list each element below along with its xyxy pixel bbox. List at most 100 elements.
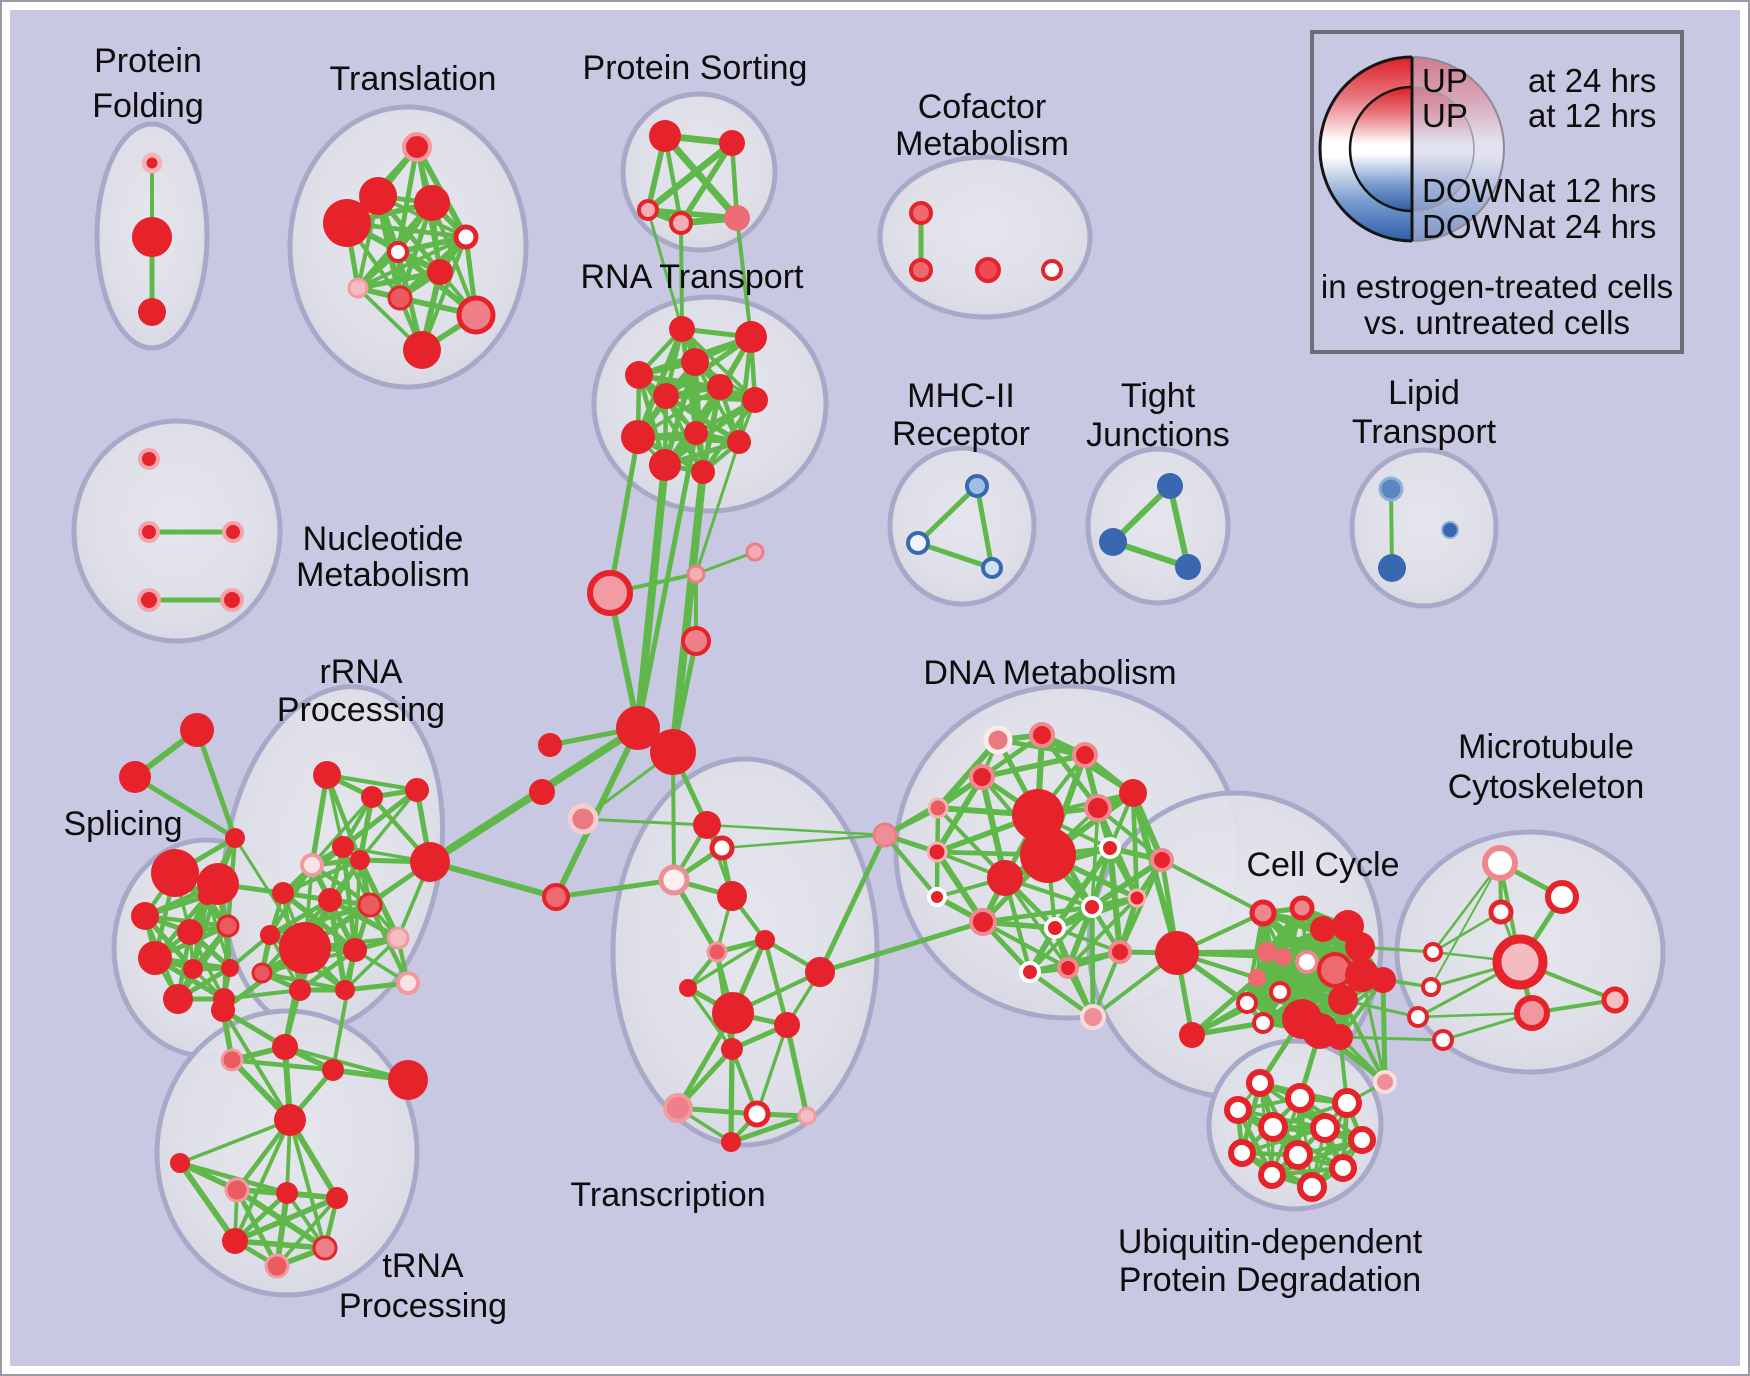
rrna-processing-node-11	[343, 938, 367, 962]
rna-transport-node-0	[669, 316, 695, 342]
rna-transport-node-8	[684, 421, 708, 445]
rna-transport-node-6	[742, 387, 768, 413]
transcription-node-1	[709, 835, 735, 861]
rrna-processing-node-14	[396, 971, 420, 995]
cell-cycle-node-7	[1257, 942, 1277, 962]
cell-cycle-node-13	[1269, 981, 1291, 1003]
legend-note-1: vs. untreated cells	[1364, 304, 1630, 341]
cell-cycle-node-9	[1295, 950, 1319, 974]
tight-junctions-node-2	[1175, 554, 1201, 580]
rrna-processing-label: Processing	[277, 691, 445, 729]
transcription-label: Transcription	[570, 1176, 765, 1214]
link-edge	[428, 790, 544, 864]
mhc-ii-receptor-label: Receptor	[892, 415, 1030, 453]
dna-metabolism-node-7	[926, 841, 948, 863]
translation-node-0	[402, 132, 432, 162]
dna-metabolism-edge	[1028, 905, 1094, 974]
tight-junctions-edge	[1167, 483, 1191, 570]
lipid-transport-node-1	[1378, 554, 1406, 582]
ubiquitin-degradation-node-4	[1258, 1112, 1288, 1142]
cell-cycle-node-0	[1155, 931, 1199, 975]
dna-metabolism-edge	[979, 752, 1088, 780]
trna-processing-node-3	[322, 1059, 344, 1081]
trunk-node-7	[529, 779, 555, 805]
link-edge	[634, 461, 669, 732]
link-edge	[694, 440, 741, 576]
ubiquitin-degradation-edge	[1269, 1137, 1365, 1178]
mhc-ii-receptor-edge	[915, 540, 995, 571]
dna-metabolism-node-18	[1108, 940, 1132, 964]
link-edge	[705, 823, 887, 837]
trunk-node-6	[538, 733, 562, 757]
dna-metabolism-edge	[882, 832, 940, 900]
dna-metabolism-node-12	[1150, 848, 1174, 872]
mhc-ii-receptor-edge	[974, 483, 995, 571]
lipid-transport-node-0	[1378, 476, 1404, 502]
trunk-node-2	[686, 564, 706, 584]
microtubule-cytoskeleton-label: Microtubule	[1458, 728, 1634, 766]
trunk-node-3	[587, 570, 633, 616]
protein-sorting-node-2	[637, 199, 659, 221]
ubiquitin-degradation-node-9	[1329, 1154, 1357, 1182]
translation-node-10	[403, 331, 441, 369]
cofactor-metabolism-node-0	[909, 201, 933, 225]
dna-metabolism-node-13	[927, 887, 947, 907]
trna-processing-edge	[288, 1118, 327, 1250]
microtubule-cytoskeleton-node-6	[1423, 942, 1443, 962]
rrna-processing-edge	[340, 787, 420, 850]
legend-time-3: at 24 hrs	[1528, 208, 1656, 245]
cell-cycle-node-1	[1179, 1022, 1205, 1048]
rrna-processing-node-7	[272, 882, 294, 904]
rrna-processing-node-17	[251, 962, 273, 984]
rrna-processing-node-13	[260, 925, 280, 945]
mhc-ii-receptor-edge	[915, 483, 980, 546]
cell-cycle-edge	[1244, 910, 1266, 1006]
dna-metabolism-node-3	[969, 764, 995, 790]
cell-cycle-node-12	[1248, 969, 1266, 987]
link-edge	[581, 817, 709, 827]
ubiquitin-degradation-label: Protein Degradation	[1119, 1261, 1421, 1299]
ubiquitin-degradation-label: Ubiquitin-dependent	[1118, 1223, 1423, 1261]
trna-processing-edge	[221, 1008, 292, 1122]
translation-node-8	[387, 285, 413, 311]
legend-inner-outline-right	[1411, 86, 1475, 212]
link-edge	[735, 216, 753, 339]
trna-processing-edge	[234, 1187, 280, 1269]
lipid-transport-label: Lipid	[1388, 374, 1460, 412]
cell-cycle-node-21	[1373, 1070, 1397, 1094]
cofactor-metabolism-node-2	[975, 257, 1001, 283]
cell-cycle-edge	[1189, 975, 1260, 1038]
trna-processing-label: tRNA	[382, 1247, 464, 1285]
rrna-processing-node-5	[350, 850, 370, 870]
dna-metabolism-node-21	[1080, 1004, 1106, 1030]
dna-metabolism-node-0	[983, 725, 1013, 755]
rrna-processing-node-4	[300, 853, 324, 877]
cell-cycle-edge	[1380, 977, 1388, 1085]
legend-time-1: at 12 hrs	[1528, 97, 1656, 134]
dna-metabolism-edge	[934, 774, 985, 855]
dna-metabolism-node-20	[1057, 957, 1079, 979]
protein-folding-node-1	[132, 217, 172, 257]
dna-metabolism-node-10	[987, 860, 1023, 896]
dna-metabolism-edge	[1090, 806, 1100, 909]
rrna-processing-node-8	[318, 888, 342, 912]
nucleotide-metabolism-label: Metabolism	[296, 556, 470, 594]
rrna-processing-node-0	[313, 761, 341, 789]
trna-processing-edge	[233, 1118, 292, 1243]
microtubule-cytoskeleton-node-1	[1545, 880, 1579, 914]
rrna-processing-edge	[280, 857, 363, 896]
translation-node-3	[414, 185, 450, 221]
rrna-processing-node-15	[335, 980, 355, 1000]
trna-processing-label: Processing	[339, 1287, 507, 1325]
legend-time-0: at 24 hrs	[1528, 62, 1656, 99]
protein-sorting-node-1	[719, 130, 745, 156]
rna-transport-edge	[663, 393, 758, 403]
rrna-processing-edge	[358, 788, 419, 862]
rna-transport-edge	[736, 334, 754, 445]
splicing-node-0	[180, 713, 214, 747]
transcription-node-3	[717, 881, 747, 911]
cell-cycle-node-2	[1249, 899, 1277, 927]
microtubule-cytoskeleton-node-7	[1421, 977, 1441, 997]
protein-folding-node-0	[141, 152, 163, 174]
